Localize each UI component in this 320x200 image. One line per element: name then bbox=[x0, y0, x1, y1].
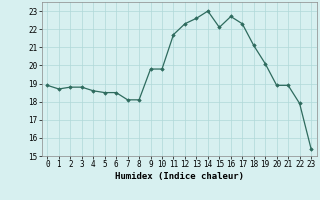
X-axis label: Humidex (Indice chaleur): Humidex (Indice chaleur) bbox=[115, 172, 244, 181]
